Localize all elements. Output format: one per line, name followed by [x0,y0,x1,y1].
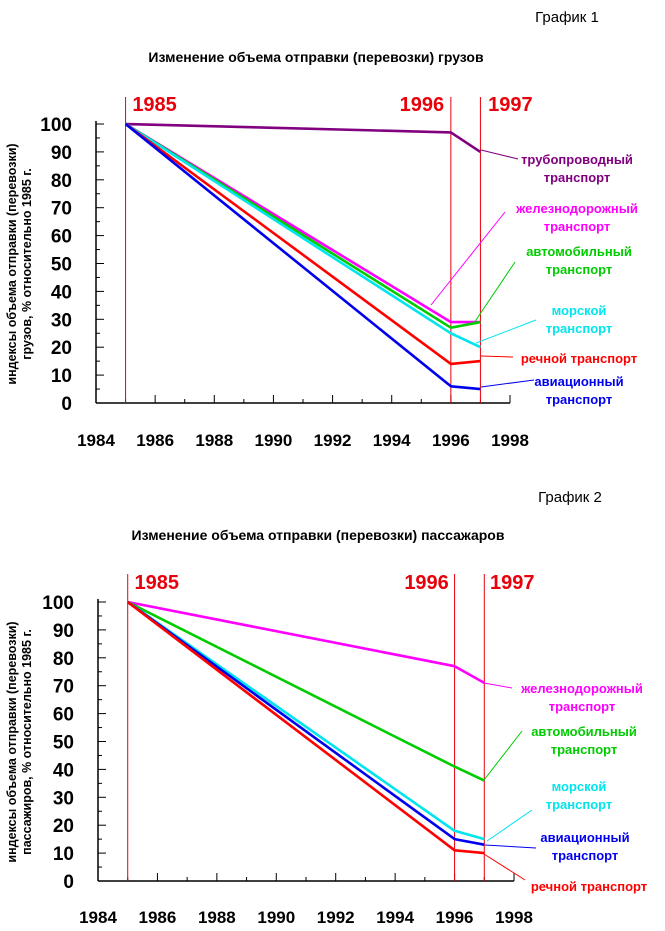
chart-2-series-line-5 [126,600,485,855]
chart-2-series-label-2: транспорт [551,742,618,757]
chart-1-series-label-2: транспорт [544,219,611,234]
chart-1-title: Изменение объема отправки (перевозки) гр… [148,49,484,65]
chart-1-y-tick-label: 90 [51,143,72,164]
chart-1-series-leader-1 [480,149,519,160]
chart-2-series-leader-2 [483,730,523,781]
chart-1-y-tick-label: 30 [51,310,72,331]
chart-2-series-leader-3 [486,809,533,842]
chart-1-y-tick-label: 20 [51,338,72,359]
chart-2-y-tick-label: 70 [53,677,74,698]
chart-2-series-leader-5 [483,853,526,881]
chart-1-ylabel-line2: грузов, % относительно 1985 г. [20,168,34,359]
chart-1-series-line-2 [124,122,481,324]
chart-2-series-label-5: речной транспорт [531,879,647,894]
chart-1-series-leader-4 [475,319,537,344]
chart-1-series-leader-6 [480,379,535,388]
chart-2-y-tick-label: 100 [42,593,74,614]
chart-1-x-tick-label: 1986 [136,431,174,450]
chart-1-series-label-1: трубопроводный [521,152,633,167]
chart-2-marker-label-1985: 1985 [134,572,179,594]
chart-2-title: Изменение объема отправки (перевозки) па… [132,527,505,543]
chart-2-x-tick-label: 1990 [257,908,295,927]
chart-2-plot: 0 10 20 30 40 50 60 70 80 90 100 1984 1986 1988 1990 19… [42,572,647,927]
chart-1-y-tick-label: 60 [51,227,72,248]
chart-2-series-label-4: авиационный [540,830,629,845]
chart-2-x-tick-label: 1984 [79,908,117,927]
chart-2-ylabel-line1: индексы объема отправки (перевозки) [5,621,19,862]
chart-2-x-tick-label: 1988 [198,908,236,927]
chart-1-series-label-3: автомобильный [526,244,632,259]
chart-2-y-tick-label: 0 [63,872,74,893]
chart-1-x-tick-label: 1992 [314,431,352,450]
graph-1-label: График 1 [535,9,599,26]
chart-1-series-leader-5 [480,355,514,358]
chart-2-series-label-3: морской [552,779,607,794]
chart-1-y-tick-label: 70 [51,199,72,220]
chart-2-marker-label-1996: 1996 [404,572,449,594]
chart-2-y-tick-label: 50 [53,733,74,754]
chart-1-y-tick-label: 0 [61,394,72,415]
chart-2-y-tick-label: 20 [53,816,74,837]
chart-1-series-label-4: транспорт [546,321,613,336]
chart-2-series-label-2: автомобильный [531,724,637,739]
chart-1-x-tick-label: 1994 [373,431,411,450]
chart-1-series-label-5: речной транспорт [521,351,637,366]
chart-1-y-tick-label: 50 [51,255,72,276]
chart-2-series-leader-4 [484,844,537,849]
chart-1-series-label-3: транспорт [546,262,613,277]
chart-2-series-label-4: транспорт [552,848,619,863]
chart-2-y-tick-label: 90 [53,621,74,642]
chart-1-series-label-2: железнодорожный [515,201,638,216]
chart-1-y-tick-label: 40 [51,282,72,303]
chart-2-x-tick-label: 1994 [376,908,414,927]
chart-1-series-label-1: транспорт [544,170,611,185]
chart-1-series-line-5 [124,122,481,366]
chart-1-marker-label-1997: 1997 [488,94,533,116]
chart-1-ylabel-line1: индексы объема отправки (перевозки) [5,143,19,384]
chart-2-x-tick-label: 1996 [436,908,474,927]
chart-1-series-line-6 [124,122,481,391]
chart-1-series-line-4 [124,122,481,349]
chart-2-y-tick-label: 40 [53,760,74,781]
chart-2-y-tick-label: 60 [53,705,74,726]
chart-2-x-tick-label: 1998 [495,908,533,927]
chart-2-series-line-4 [126,600,485,846]
chart-2-series-line-3 [126,600,485,841]
chart-1-series-line-3 [124,122,481,330]
chart-2-y-tick-label: 30 [53,788,74,809]
chart-1-y-tick-label: 10 [51,366,72,387]
chart-1-x-tick-label: 1988 [195,431,233,450]
chart-1-x-tick-label: 1998 [491,431,529,450]
chart-1-series-label-4: морской [552,303,607,318]
chart-2-series-label-1: железнодорожный [520,681,643,696]
chart-1-series-label-6: транспорт [546,392,613,407]
chart-2-marker-label-1997: 1997 [490,572,535,594]
chart-2-series-line-2 [127,600,485,782]
chart-1-x-tick-label: 1996 [432,431,470,450]
chart-1-marker-label-1996: 1996 [400,94,445,116]
chart-2-x-tick-label: 1992 [317,908,355,927]
chart-2-y-tick-label: 10 [53,844,74,865]
chart-1-series-line-1 [125,122,482,153]
chart-2-y-tick-label: 80 [53,649,74,670]
chart-2-ylabel-line2: пассажиров, % относительно 1985 г. [20,629,34,855]
chart-2-series-leader-1 [483,682,513,689]
chart-2-series-label-1: транспорт [549,699,616,714]
chart-1-x-tick-label: 1990 [255,431,293,450]
chart-1-y-tick-label: 80 [51,171,72,192]
chart-1-series-leader-3 [473,261,516,324]
chart-1-marker-label-1985: 1985 [132,94,177,116]
graph-2-label: График 2 [538,489,602,506]
chart-2-x-tick-label: 1986 [139,908,177,927]
chart-1-x-tick-label: 1984 [77,431,115,450]
chart-1-series-leader-2 [430,211,506,306]
chart-1-y-tick-label: 100 [40,115,72,136]
chart-1-plot: 0 10 20 30 40 50 60 70 80 90 100 1984 1986 1988 1990 19… [40,94,638,450]
chart-2-series-label-3: транспорт [546,797,613,812]
chart-2-series-line-1 [127,600,485,685]
chart-1-series-label-6: авиационный [534,374,623,389]
